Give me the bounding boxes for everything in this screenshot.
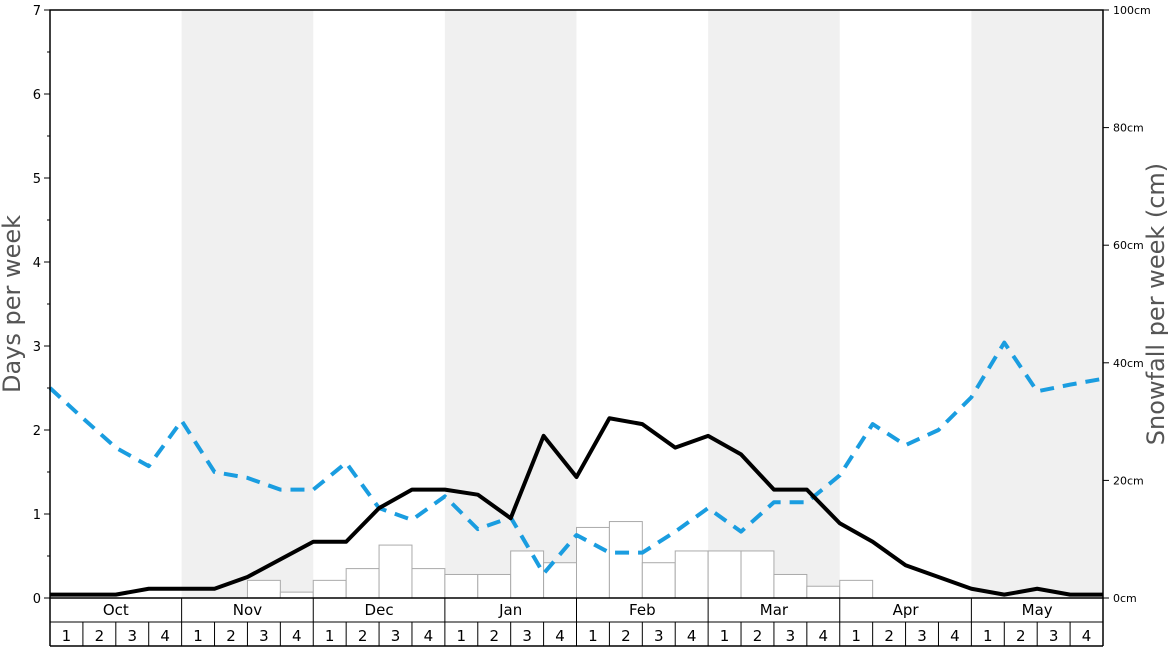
- week-label: 4: [424, 627, 434, 645]
- week-label: 3: [654, 627, 664, 645]
- snowfall-bar: [312, 579, 347, 599]
- month-label-nov: Nov: [233, 601, 262, 619]
- left-tick-label: 4: [33, 256, 41, 271]
- week-label: 4: [292, 627, 302, 645]
- month-label-dec: Dec: [365, 601, 394, 619]
- week-label: 4: [160, 627, 170, 645]
- week-label: 3: [917, 627, 927, 645]
- week-label: 2: [1016, 627, 1026, 645]
- week-label: 1: [457, 627, 467, 645]
- snowfall-bar: [246, 579, 281, 599]
- snowfall-bars-group: [246, 521, 874, 599]
- month-label-oct: Oct: [103, 601, 129, 619]
- month-shade-may: [971, 10, 1103, 598]
- right-tick-label: 40cm: [1113, 357, 1144, 370]
- snowfall-bar: [773, 573, 808, 599]
- week-label: 4: [687, 627, 697, 645]
- left-tick-label: 3: [33, 340, 41, 355]
- week-label: 4: [950, 627, 960, 645]
- week-label: 2: [358, 627, 368, 645]
- week-label: 2: [621, 627, 631, 645]
- axes-group: 0 1 2 3 4 5 6 7 0cm 20cm 40cm 60cm 80cm 100cm: [33, 4, 1151, 607]
- snowfall-bar: [378, 544, 413, 599]
- week-label: 2: [226, 627, 236, 645]
- snowfall-bar: [707, 550, 742, 599]
- dashed-series-line: [48, 340, 1104, 576]
- week-label: 4: [1082, 627, 1092, 645]
- snowfall-bar: [608, 521, 643, 599]
- week-label: 3: [786, 627, 796, 645]
- snowfall-bar: [444, 573, 479, 599]
- week-label: 2: [753, 627, 763, 645]
- snowfall-bar: [641, 562, 676, 599]
- week-label: 1: [62, 627, 72, 645]
- right-tick-label: 80cm: [1113, 122, 1144, 135]
- snowfall-bar: [411, 568, 446, 599]
- week-label: 3: [1049, 627, 1059, 645]
- week-label: 1: [193, 627, 203, 645]
- x-axis-group: Oct 1 2 3 4 Nov 1 2 3 4 Dec 1 2 3 4 Jan 1 2 3 4 Feb 1 2 3 4 Mar 1 2…: [49, 598, 1104, 647]
- lines-group: [48, 340, 1104, 597]
- right-axis-title: Snowfall per week (cm): [1142, 163, 1168, 445]
- month-label-may: May: [1022, 601, 1053, 619]
- week-label: 1: [720, 627, 730, 645]
- left-tick-label: 1: [33, 508, 41, 523]
- month-shading-group: [181, 10, 1103, 598]
- left-axis-title: Days per week: [0, 215, 26, 393]
- left-tick-label: 2: [33, 424, 41, 439]
- week-label: 3: [259, 627, 269, 645]
- week-label: 1: [851, 627, 861, 645]
- snowfall-bar: [345, 568, 380, 599]
- week-label: 4: [819, 627, 829, 645]
- snowfall-bar: [279, 591, 314, 599]
- week-label: 2: [884, 627, 894, 645]
- snowfall-bar: [477, 573, 512, 599]
- right-tick-label: 0cm: [1113, 592, 1137, 605]
- month-label-feb: Feb: [629, 601, 656, 619]
- right-tick-label: 20cm: [1113, 474, 1144, 487]
- week-label: 2: [95, 627, 105, 645]
- snowfall-bar: [674, 550, 709, 599]
- week-label: 3: [391, 627, 401, 645]
- month-shade-mar: [708, 10, 840, 598]
- week-label: 1: [983, 627, 993, 645]
- left-tick-label: 0: [33, 592, 41, 607]
- week-label: 3: [127, 627, 137, 645]
- left-tick-label: 5: [33, 172, 41, 187]
- snowfall-bar: [510, 550, 545, 599]
- week-label: 1: [325, 627, 335, 645]
- month-label-mar: Mar: [760, 601, 789, 619]
- week-label: 2: [489, 627, 499, 645]
- right-tick-label: 60cm: [1113, 239, 1144, 252]
- week-label: 1: [588, 627, 598, 645]
- month-shade-jan: [444, 10, 577, 598]
- week-label: 3: [522, 627, 532, 645]
- left-tick-label: 6: [33, 88, 41, 103]
- snowfall-bar: [806, 585, 841, 599]
- month-shade-nov: [181, 10, 314, 598]
- week-label: 4: [555, 627, 565, 645]
- snowfall-bar: [839, 579, 874, 599]
- snowfall-bar: [740, 550, 775, 599]
- month-label-apr: Apr: [893, 601, 920, 619]
- month-label-jan: Jan: [498, 601, 522, 619]
- right-tick-label: 100cm: [1113, 4, 1151, 17]
- snow-days-line: [50, 416, 1103, 597]
- left-tick-label: 7: [33, 4, 41, 19]
